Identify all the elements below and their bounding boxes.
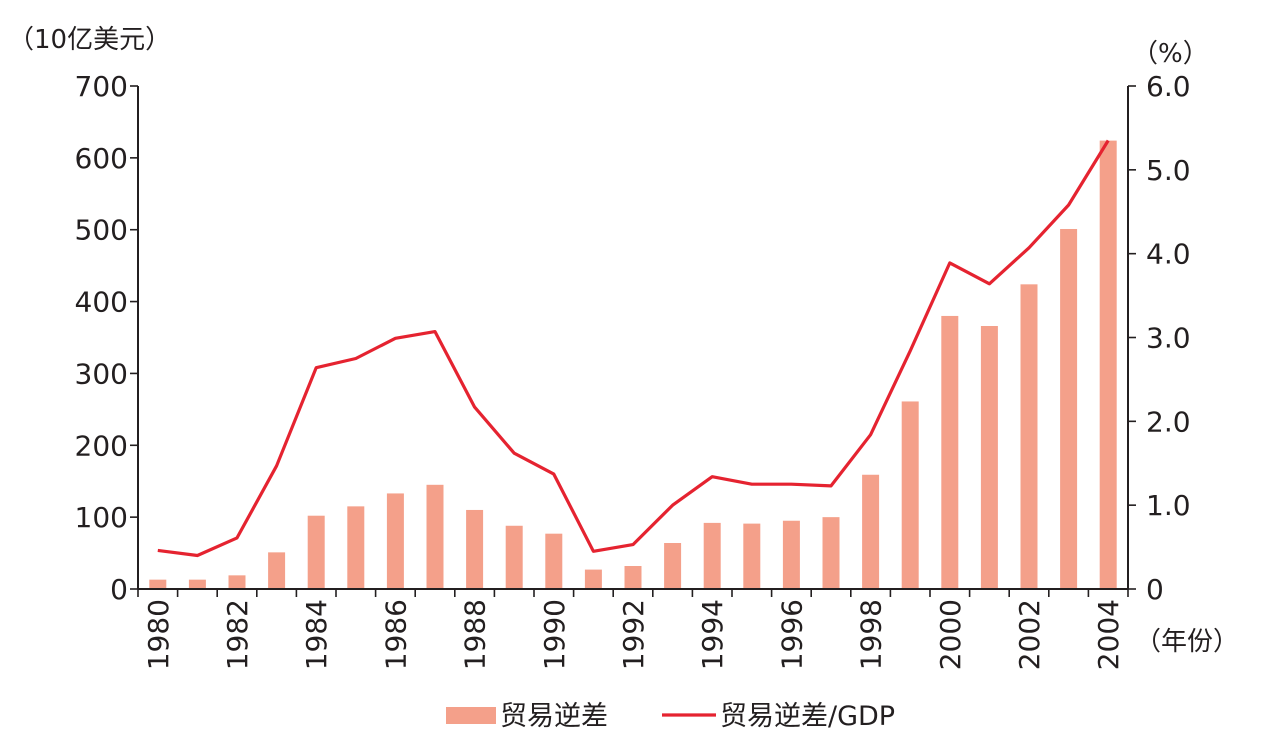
bar-1995 xyxy=(743,523,761,589)
legend: 贸易逆差 贸易逆差/GDP xyxy=(446,701,895,732)
right-axis-unit: （%） xyxy=(1132,39,1209,69)
bar-1989 xyxy=(505,525,523,589)
x-tick-label: 1982 xyxy=(221,599,254,670)
bar-1982 xyxy=(228,575,246,589)
right-tick-label: 6.0 xyxy=(1146,70,1191,103)
right-tick-label: 0 xyxy=(1146,573,1164,606)
x-tick-label: 1990 xyxy=(538,599,571,670)
bar-1984 xyxy=(307,515,325,589)
bar-2000 xyxy=(941,315,959,589)
x-tick-label: 1980 xyxy=(142,599,175,670)
left-tick-label: 500 xyxy=(75,214,128,247)
left-tick-label: 300 xyxy=(75,357,128,390)
right-tick-label: 5.0 xyxy=(1146,154,1191,187)
bar-2002 xyxy=(1020,284,1038,589)
right-tick-label: 1.0 xyxy=(1146,489,1191,522)
bar-1994 xyxy=(703,522,721,589)
x-tick-label: 1984 xyxy=(300,599,333,670)
line-series xyxy=(157,139,1110,558)
bar-1986 xyxy=(386,493,404,589)
legend-bar-swatch xyxy=(446,707,496,724)
gdp-ratio-line xyxy=(157,139,1110,558)
bar-1996 xyxy=(782,520,800,589)
left-tick-label: 700 xyxy=(75,70,128,103)
right-tick-label: 3.0 xyxy=(1146,322,1191,355)
bar-1988 xyxy=(466,509,484,589)
legend-bar-label: 贸易逆差 xyxy=(500,701,608,732)
bar-1987 xyxy=(426,484,444,589)
x-tick-label: 1994 xyxy=(696,599,729,670)
left-tick-label: 0 xyxy=(110,573,128,606)
axes xyxy=(130,85,1136,597)
bar-1983 xyxy=(268,552,286,589)
x-axis-labels: 1980 1982 1984 1986 1988 1990 1992 1994 1996 1998… xyxy=(142,599,1125,670)
bar-1997 xyxy=(822,517,840,589)
x-tick-label: 2004 xyxy=(1092,599,1125,670)
bar-1990 xyxy=(545,533,563,589)
left-tick-label: 400 xyxy=(75,286,128,319)
right-tick-label: 2.0 xyxy=(1146,405,1191,438)
x-tick-label: 1996 xyxy=(775,599,808,670)
right-axis-labels: 0 1.0 2.0 3.0 4.0 5.0 6.0 xyxy=(1146,70,1191,606)
legend-line-label: 贸易逆差/GDP xyxy=(720,701,895,732)
bar-1991 xyxy=(584,569,602,589)
x-tick-label: 1998 xyxy=(855,599,888,670)
bar-2001 xyxy=(980,326,998,589)
bar-1998 xyxy=(862,474,880,589)
left-axis-labels: 0 100 200 300 400 500 600 700 xyxy=(75,70,128,606)
x-tick-label: 2002 xyxy=(1013,599,1046,670)
x-tick-label: 2000 xyxy=(934,599,967,670)
left-tick-label: 600 xyxy=(75,142,128,175)
left-tick-label: 100 xyxy=(75,501,128,534)
bar-1981 xyxy=(188,579,206,589)
bar-1985 xyxy=(347,506,365,589)
bar-series xyxy=(149,140,1117,589)
bar-2004 xyxy=(1099,140,1117,589)
x-axis-unit: （年份） xyxy=(1135,627,1239,657)
bar-1993 xyxy=(664,543,682,589)
x-tick-label: 1988 xyxy=(459,599,492,670)
bar-2003 xyxy=(1060,228,1078,589)
bar-1999 xyxy=(901,401,919,589)
left-tick-label: 200 xyxy=(75,429,128,462)
x-tick-label: 1986 xyxy=(379,599,412,670)
left-axis-unit: （10亿美元） xyxy=(8,25,171,55)
bar-1980 xyxy=(149,579,167,589)
right-tick-label: 4.0 xyxy=(1146,238,1191,271)
x-tick-label: 1992 xyxy=(617,599,650,670)
bar-1992 xyxy=(624,566,642,589)
